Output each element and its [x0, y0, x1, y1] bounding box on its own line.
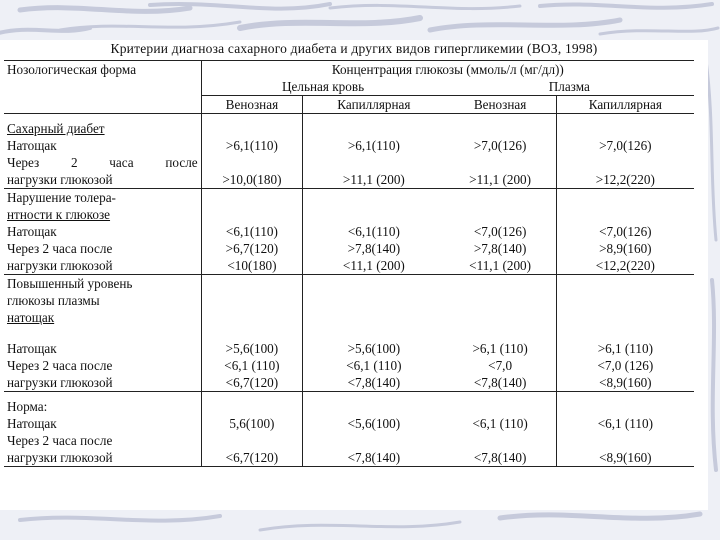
- table-row: Через 2 часа после >6,7(120) >7,8(140) >…: [4, 240, 694, 257]
- table-row: Нарушение толера-: [4, 188, 694, 206]
- table-row: натощак: [4, 309, 694, 326]
- table-row: Через 2 часа после: [4, 432, 694, 449]
- header-capillary-1: Капиллярная: [302, 95, 445, 114]
- value-cell: <6,1 (110): [472, 416, 528, 431]
- table-row: нагрузки глюкозой <6,7(120) <7,8(140) <7…: [4, 449, 694, 467]
- header-plasma: Плазма: [548, 79, 590, 94]
- value-cell: <11,1 (200): [469, 258, 532, 273]
- value-cell: <6,1 (110): [302, 357, 445, 374]
- value-cell: <7,0: [488, 358, 513, 373]
- table-row: Натощак >6,1(110) >6,1(110) >7,0(126) >7…: [4, 137, 694, 154]
- group-title-norm: Норма:: [7, 399, 48, 414]
- value-cell: <7,8(140): [302, 374, 445, 392]
- table-row: нтности к глюкозе: [4, 206, 694, 223]
- value-cell: >6,1(110): [200, 137, 303, 154]
- table-row: Через 2 часа после <6,1 (110) <6,1 (110)…: [4, 357, 694, 374]
- value-cell: >11,1 (200): [469, 172, 532, 187]
- header-form-label: Нозологическая форма: [4, 60, 202, 114]
- value-cell: <6,1 (110): [200, 357, 303, 374]
- value-cell: >7,8(140): [302, 240, 445, 257]
- table-row: Сахарный диабет: [4, 120, 694, 137]
- group-title-tolerance: Нарушение толера-: [7, 190, 116, 205]
- criteria-table: Нозологическая форма Концентрация глюкоз…: [4, 60, 694, 467]
- group-title-diabetes: Сахарный диабет: [7, 121, 105, 136]
- table-row: Натощак 5,6(100) <5,6(100) <6,1 (110) <6…: [4, 415, 694, 432]
- header-concentration: Концентрация глюкозы (ммоль/л (мг/дл)): [200, 60, 694, 78]
- row-label: Через 2 часа после: [7, 358, 113, 373]
- value-cell: >7,0(126): [473, 138, 527, 153]
- value-cell: >7,8(140): [473, 241, 527, 256]
- value-cell: <8,9(160): [555, 374, 694, 392]
- slide: Критерии диагноза сахарного диабета и др…: [0, 40, 708, 510]
- row-label: нагрузки глюкозой: [7, 258, 113, 273]
- value-cell: <5,6(100): [302, 415, 445, 432]
- value-cell: >5,6(100): [200, 340, 303, 357]
- table-row: Натощак >5,6(100) >5,6(100) >6,1 (110) >…: [4, 340, 694, 357]
- row-label: Натощак: [7, 138, 57, 153]
- value-cell: <7,8(140): [302, 449, 445, 467]
- table-row: нагрузки глюкозой >10,0(180) >11,1 (200)…: [4, 171, 694, 189]
- value-cell: <7,0 (126): [555, 357, 694, 374]
- row-label: нагрузки глюкозой: [7, 375, 113, 390]
- value-cell: <6,7(120): [200, 449, 303, 467]
- value-cell: >7,0(126): [555, 137, 694, 154]
- row-label: Через 2 часа после: [7, 155, 198, 170]
- value-cell: <11,1 (200): [302, 257, 445, 275]
- value-cell: <12,2(220): [555, 257, 694, 275]
- group-title-ifg: Повышенный уровень: [7, 276, 133, 291]
- value-cell: >10,0(180): [200, 171, 303, 189]
- value-cell: <6,1(110): [200, 223, 303, 240]
- row-label: Натощак: [7, 341, 57, 356]
- header-capillary-2: Капиллярная: [555, 95, 694, 114]
- header-venous-2: Венозная: [444, 95, 557, 114]
- table-title: Критерии диагноза сахарного диабета и др…: [110, 41, 598, 56]
- value-cell: <7,8(140): [473, 450, 527, 465]
- table-row: Повышенный уровень: [4, 274, 694, 292]
- value-cell: >12,2(220): [555, 171, 694, 189]
- group-title-tolerance-2: нтности к глюкозе: [7, 207, 111, 222]
- value-cell: <6,7(120): [200, 374, 303, 392]
- header-venous-1: Венозная: [200, 95, 303, 114]
- header-whole-blood: Цельная кровь: [200, 78, 445, 96]
- table-row: нагрузки глюкозой <10(180) <11,1 (200) <…: [4, 257, 694, 275]
- value-cell: 5,6(100): [200, 415, 303, 432]
- value-cell: <7,0(126): [473, 224, 527, 239]
- table-row: Норма:: [4, 398, 694, 415]
- value-cell: <7,8(140): [473, 375, 527, 390]
- value-cell: >5,6(100): [302, 340, 445, 357]
- table-row: нагрузки глюкозой <6,7(120) <7,8(140) <7…: [4, 374, 694, 392]
- value-cell: >6,1 (110): [472, 341, 528, 356]
- value-cell: <7,0(126): [555, 223, 694, 240]
- value-cell: <6,1(110): [302, 223, 445, 240]
- group-title-ifg-3: натощак: [7, 310, 55, 325]
- table-row: Через 2 часа после: [4, 154, 694, 171]
- row-label: нагрузки глюкозой: [7, 172, 113, 187]
- value-cell: <10(180): [200, 257, 303, 275]
- table-row: глюкозы плазмы: [4, 292, 694, 309]
- row-label: Через 2 часа после: [7, 433, 113, 448]
- value-cell: >6,7(120): [200, 240, 303, 257]
- value-cell: >6,1(110): [302, 137, 445, 154]
- group-title-ifg-2: глюкозы плазмы: [7, 293, 100, 308]
- value-cell: >8,9(160): [555, 240, 694, 257]
- value-cell: >6,1 (110): [555, 340, 694, 357]
- table-row: Натощак <6,1(110) <6,1(110) <7,0(126) <7…: [4, 223, 694, 240]
- row-label: Натощак: [7, 224, 57, 239]
- row-label: Через 2 часа после: [7, 241, 113, 256]
- row-label: Натощак: [7, 416, 57, 431]
- value-cell: <6,1 (110): [555, 415, 694, 432]
- value-cell: >11,1 (200): [302, 171, 445, 189]
- value-cell: <8,9(160): [555, 449, 694, 467]
- row-label: нагрузки глюкозой: [7, 450, 113, 465]
